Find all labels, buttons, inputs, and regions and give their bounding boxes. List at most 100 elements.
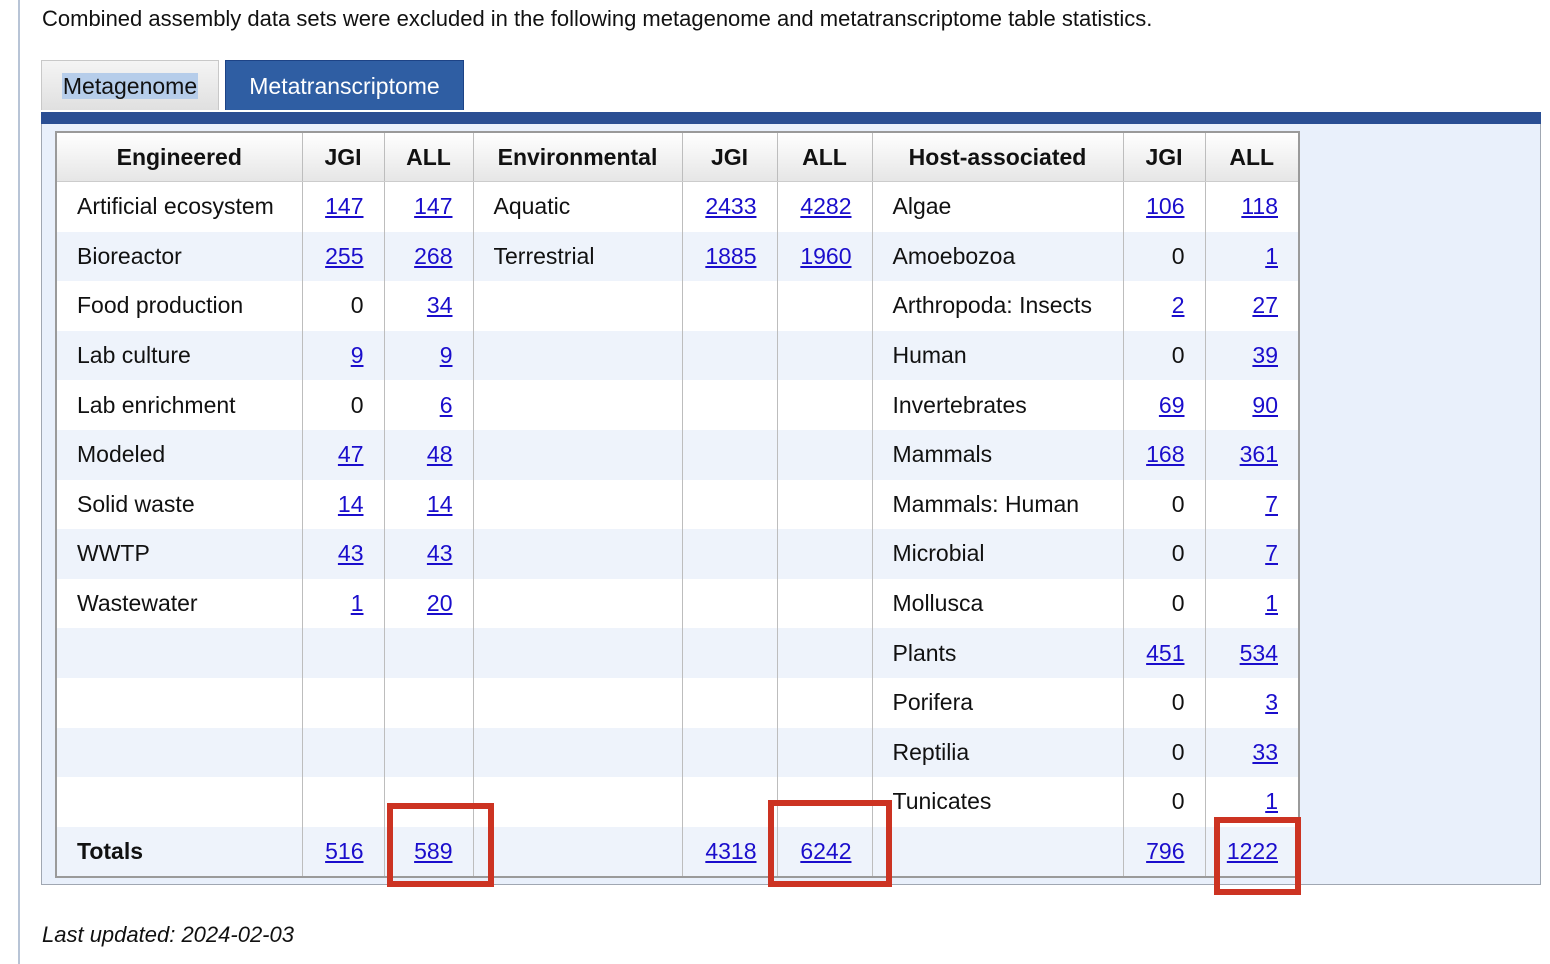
host-category-name: Microbial [871,529,1123,579]
engineered-jgi-count-link[interactable]: 9 [350,342,364,369]
engineered-jgi-count-link[interactable]: 1 [350,590,364,617]
host-total-jgi-link[interactable]: 796 [1146,838,1185,865]
engineered-total-all-link[interactable]: 589 [414,838,453,865]
engineered-jgi-count-cell: 0 [301,281,384,331]
host-all-count-link[interactable]: 1 [1265,788,1278,815]
environmental-all-count-link[interactable]: 1960 [800,242,852,269]
header-host-jgi[interactable]: JGI [1122,132,1205,182]
host-all-count-link[interactable]: 534 [1239,639,1278,666]
header-host-associated[interactable]: Host-associated [871,132,1123,182]
header-environmental[interactable]: Environmental [472,132,682,182]
host-jgi-count-cell: 0 [1122,529,1205,579]
engineered-all-count-cell: 14 [383,479,473,530]
host-all-count-link[interactable]: 33 [1252,738,1278,765]
engineered-jgi-count-link[interactable]: 147 [325,193,364,220]
host-jgi-count-link[interactable]: 106 [1146,193,1185,220]
host-category-name: Amoebozoa [871,231,1123,282]
header-environmental-jgi[interactable]: JGI [681,132,777,182]
environmental-jgi-count-cell [681,628,777,678]
environmental-category-name [472,529,682,579]
host-all-count-link[interactable]: 3 [1265,689,1278,716]
host-jgi-count-link[interactable]: 451 [1146,639,1185,666]
totals-row: Totals 516 589 4318 6242 796 1222 [56,826,1299,878]
environmental-total-all-link[interactable]: 6242 [800,838,852,865]
header-engineered[interactable]: Engineered [56,132,302,182]
table-row: Porifera 0 3 [56,677,1299,728]
header-environmental-all[interactable]: ALL [776,132,872,182]
engineered-total-jgi-link[interactable]: 516 [325,838,364,865]
engineered-all-count-link[interactable]: 48 [426,441,453,468]
engineered-category-name: Lab culture [56,330,302,381]
engineered-jgi-count-cell: 1 [301,578,384,629]
host-all-count-link[interactable]: 1 [1265,242,1278,269]
environmental-jgi-count-link[interactable]: 2433 [705,193,757,220]
host-all-count-cell: 534 [1204,628,1299,678]
tab-metagenome[interactable]: Metagenome [41,60,219,110]
header-engineered-jgi[interactable]: JGI [301,132,384,182]
engineered-jgi-count-link[interactable]: 47 [337,441,364,468]
engineered-jgi-count-link[interactable]: 43 [337,540,364,567]
engineered-all-count-link[interactable]: 34 [426,292,453,319]
engineered-jgi-count-link[interactable]: 255 [325,242,364,269]
environmental-all-count-link[interactable]: 4282 [800,193,852,220]
engineered-all-count-link[interactable]: 147 [414,193,453,220]
environmental-total-all-cell: 6242 [776,826,872,878]
host-category-name: Algae [871,181,1123,232]
engineered-jgi-count-cell [301,777,384,827]
environmental-jgi-count-link[interactable]: 1885 [705,242,757,269]
environmental-jgi-count-cell [681,777,777,827]
table-row: Lab enrichment 0 6 Invertebrates 69 90 [56,380,1299,430]
host-all-count-link[interactable]: 7 [1265,540,1278,567]
tab-metagenome-label: Metagenome [61,73,199,99]
header-host-all[interactable]: ALL [1204,132,1299,182]
host-category-name: Reptilia [871,727,1123,778]
host-all-count-link[interactable]: 90 [1252,391,1278,418]
host-jgi-count-link[interactable]: 168 [1146,441,1185,468]
environmental-total-jgi-link[interactable]: 4318 [705,838,757,865]
engineered-jgi-count-link[interactable]: 14 [337,490,364,517]
environmental-category-name [472,628,682,678]
tab-metatranscriptome-label: Metatranscriptome [249,73,440,99]
host-jgi-count-cell: 0 [1122,231,1205,282]
engineered-all-count-link[interactable]: 43 [426,540,453,567]
host-jgi-count-cell: 451 [1122,628,1205,678]
host-jgi-count-cell: 0 [1122,677,1205,728]
host-jgi-count-value: 0 [1171,540,1185,567]
environmental-category-name [472,677,682,728]
engineered-jgi-count-cell: 255 [301,231,384,282]
engineered-all-count-cell: 34 [383,281,473,331]
engineered-all-count-link[interactable]: 6 [439,391,453,418]
engineered-jgi-count-cell: 0 [301,380,384,430]
host-all-count-link[interactable]: 118 [1241,193,1278,220]
host-all-count-link[interactable]: 27 [1252,292,1278,319]
host-jgi-count-cell: 168 [1122,429,1205,480]
engineered-all-count-cell: 6 [383,380,473,430]
engineered-all-count-link[interactable]: 20 [426,590,453,617]
environmental-all-count-cell [776,578,872,629]
host-jgi-count-value: 0 [1171,590,1185,617]
host-total-all-link[interactable]: 1222 [1226,838,1278,865]
environmental-all-count-cell [776,429,872,480]
engineered-all-count-link[interactable]: 14 [426,490,453,517]
header-engineered-all[interactable]: ALL [383,132,473,182]
tab-metatranscriptome[interactable]: Metatranscriptome [225,60,464,110]
host-all-count-cell: 1 [1204,231,1299,282]
engineered-jgi-count-value: 0 [350,391,364,418]
host-jgi-count-link[interactable]: 69 [1158,391,1185,418]
host-all-count-link[interactable]: 7 [1265,490,1278,517]
engineered-all-count-link[interactable]: 9 [439,342,453,369]
host-all-count-link[interactable]: 39 [1252,342,1278,369]
host-jgi-count-link[interactable]: 2 [1171,292,1185,319]
host-category-name: Invertebrates [871,380,1123,430]
engineered-jgi-count-cell: 43 [301,529,384,579]
table-row: Solid waste 14 14 Mammals: Human 0 7 [56,479,1299,530]
engineered-category-name [56,727,302,778]
table-row: Food production 0 34 Arthropoda: Insects 2 27 [56,281,1299,331]
host-total-all-cell: 1222 [1204,826,1299,878]
engineered-all-count-link[interactable]: 268 [414,242,453,269]
environmental-all-count-cell [776,777,872,827]
environmental-jgi-count-cell: 1885 [681,231,777,282]
host-all-count-link[interactable]: 361 [1239,441,1278,468]
host-all-count-link[interactable]: 1 [1265,590,1278,617]
environmental-category-name [472,330,682,381]
